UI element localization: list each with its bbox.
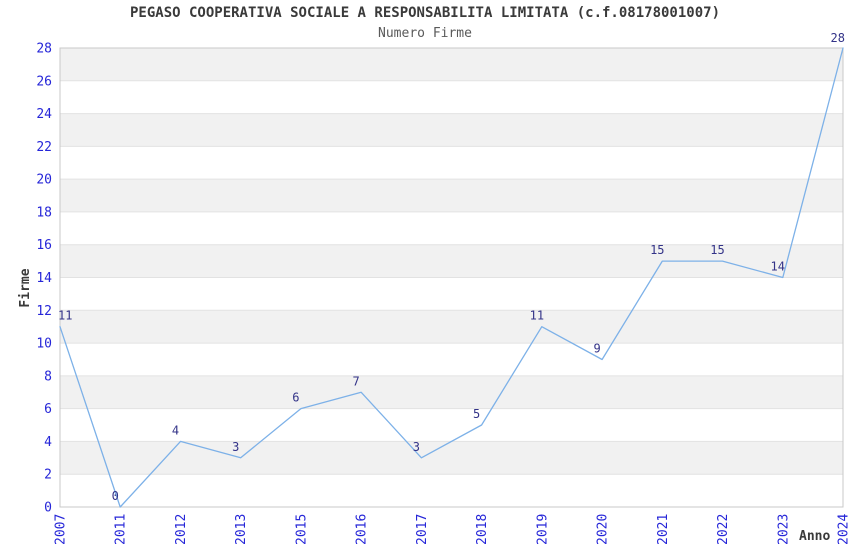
x-tick-label: 2020 <box>596 514 611 545</box>
plot-band <box>60 310 843 344</box>
data-point-label: 3 <box>413 440 420 454</box>
chart-subtitle: Numero Firme <box>378 26 472 41</box>
x-tick-label: 2013 <box>234 514 249 545</box>
plot-border <box>59 47 844 508</box>
x-tick-label: 2007 <box>54 514 69 545</box>
chart-title: PEGASO COOPERATIVA SOCIALE A RESPONSABIL… <box>129 5 720 21</box>
y-tick-label: 0 <box>44 501 52 516</box>
x-tick-label: 2015 <box>294 514 309 545</box>
y-tick-label: 14 <box>36 271 52 286</box>
x-tick-label: 2023 <box>776 514 791 545</box>
x-tick-label: 2011 <box>114 514 129 545</box>
data-point-label: 4 <box>172 423 179 437</box>
data-point-label: 11 <box>58 309 72 323</box>
plot-band <box>60 48 843 81</box>
y-tick-label: 2 <box>44 468 52 483</box>
y-tick-label: 20 <box>36 173 52 188</box>
x-tick-label: 2019 <box>535 514 550 545</box>
x-axis-label: Anno <box>799 529 831 544</box>
x-tick-label: 2012 <box>174 514 189 545</box>
data-point-label: 3 <box>232 440 239 454</box>
x-tick-label: 2016 <box>355 514 370 545</box>
y-tick-label: 6 <box>44 402 52 417</box>
data-point-label: 7 <box>353 374 360 388</box>
y-tick-label: 8 <box>44 369 52 384</box>
data-line <box>59 47 844 508</box>
plot-band <box>60 244 843 278</box>
y-tick-label: 22 <box>36 140 52 155</box>
x-tick-label: 2024 <box>837 514 850 545</box>
data-point-label: 28 <box>831 31 845 45</box>
data-point-label: 5 <box>473 407 480 421</box>
data-point-label: 6 <box>292 391 299 405</box>
x-tick-label: 2021 <box>656 514 671 545</box>
y-tick-label: 12 <box>36 304 52 319</box>
y-tick-label: 4 <box>44 435 52 450</box>
y-tick-label: 24 <box>36 107 52 122</box>
data-point-label: 15 <box>710 243 724 257</box>
plot-band <box>60 375 843 409</box>
y-tick-label: 28 <box>36 42 52 57</box>
data-point-label: 0 <box>112 489 119 503</box>
data-point-label: 11 <box>530 309 544 323</box>
y-tick-label: 10 <box>36 337 52 352</box>
plot-band <box>60 113 843 147</box>
y-tick-label: 26 <box>36 74 52 89</box>
y-tick-label: 18 <box>36 205 52 220</box>
plot-band <box>60 441 843 475</box>
data-point-label: 14 <box>771 260 785 274</box>
data-point-label: 9 <box>593 341 600 355</box>
data-point-label: 15 <box>650 243 664 257</box>
plot-band <box>60 179 843 212</box>
y-tick-label: 16 <box>36 238 52 253</box>
x-tick-label: 2018 <box>475 514 490 545</box>
x-tick-label: 2017 <box>415 514 430 545</box>
x-tick-label: 2022 <box>716 514 731 545</box>
